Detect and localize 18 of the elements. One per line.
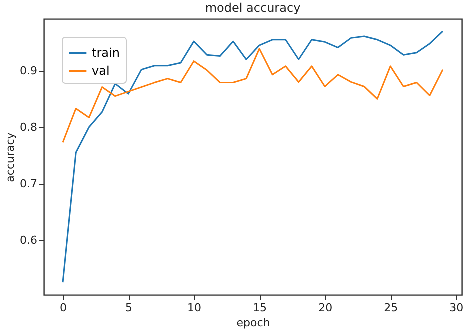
x-tick-label: 15 xyxy=(253,302,268,314)
legend-label: train xyxy=(92,46,120,60)
line-series xyxy=(62,48,444,144)
chart-title: model accuracy xyxy=(205,1,301,15)
x-tick-label: 30 xyxy=(450,302,464,314)
x-tick-label: 0 xyxy=(60,302,67,314)
y-tick-label: 0.6 xyxy=(20,234,38,247)
y-tick-label: 0.9 xyxy=(20,64,38,78)
y-tick-label: 0.7 xyxy=(20,177,38,190)
legend-label: val xyxy=(92,64,110,78)
x-tick-label: 10 xyxy=(188,302,202,314)
line-series xyxy=(62,30,444,284)
x-tick-label: 5 xyxy=(126,302,133,314)
y-tick-label: 0.8 xyxy=(20,120,38,134)
x-tick-label: 20 xyxy=(318,302,333,314)
x-axis-title: epoch xyxy=(236,316,270,330)
y-axis-title: accuracy xyxy=(4,132,18,182)
x-tick-label: 25 xyxy=(384,302,398,314)
